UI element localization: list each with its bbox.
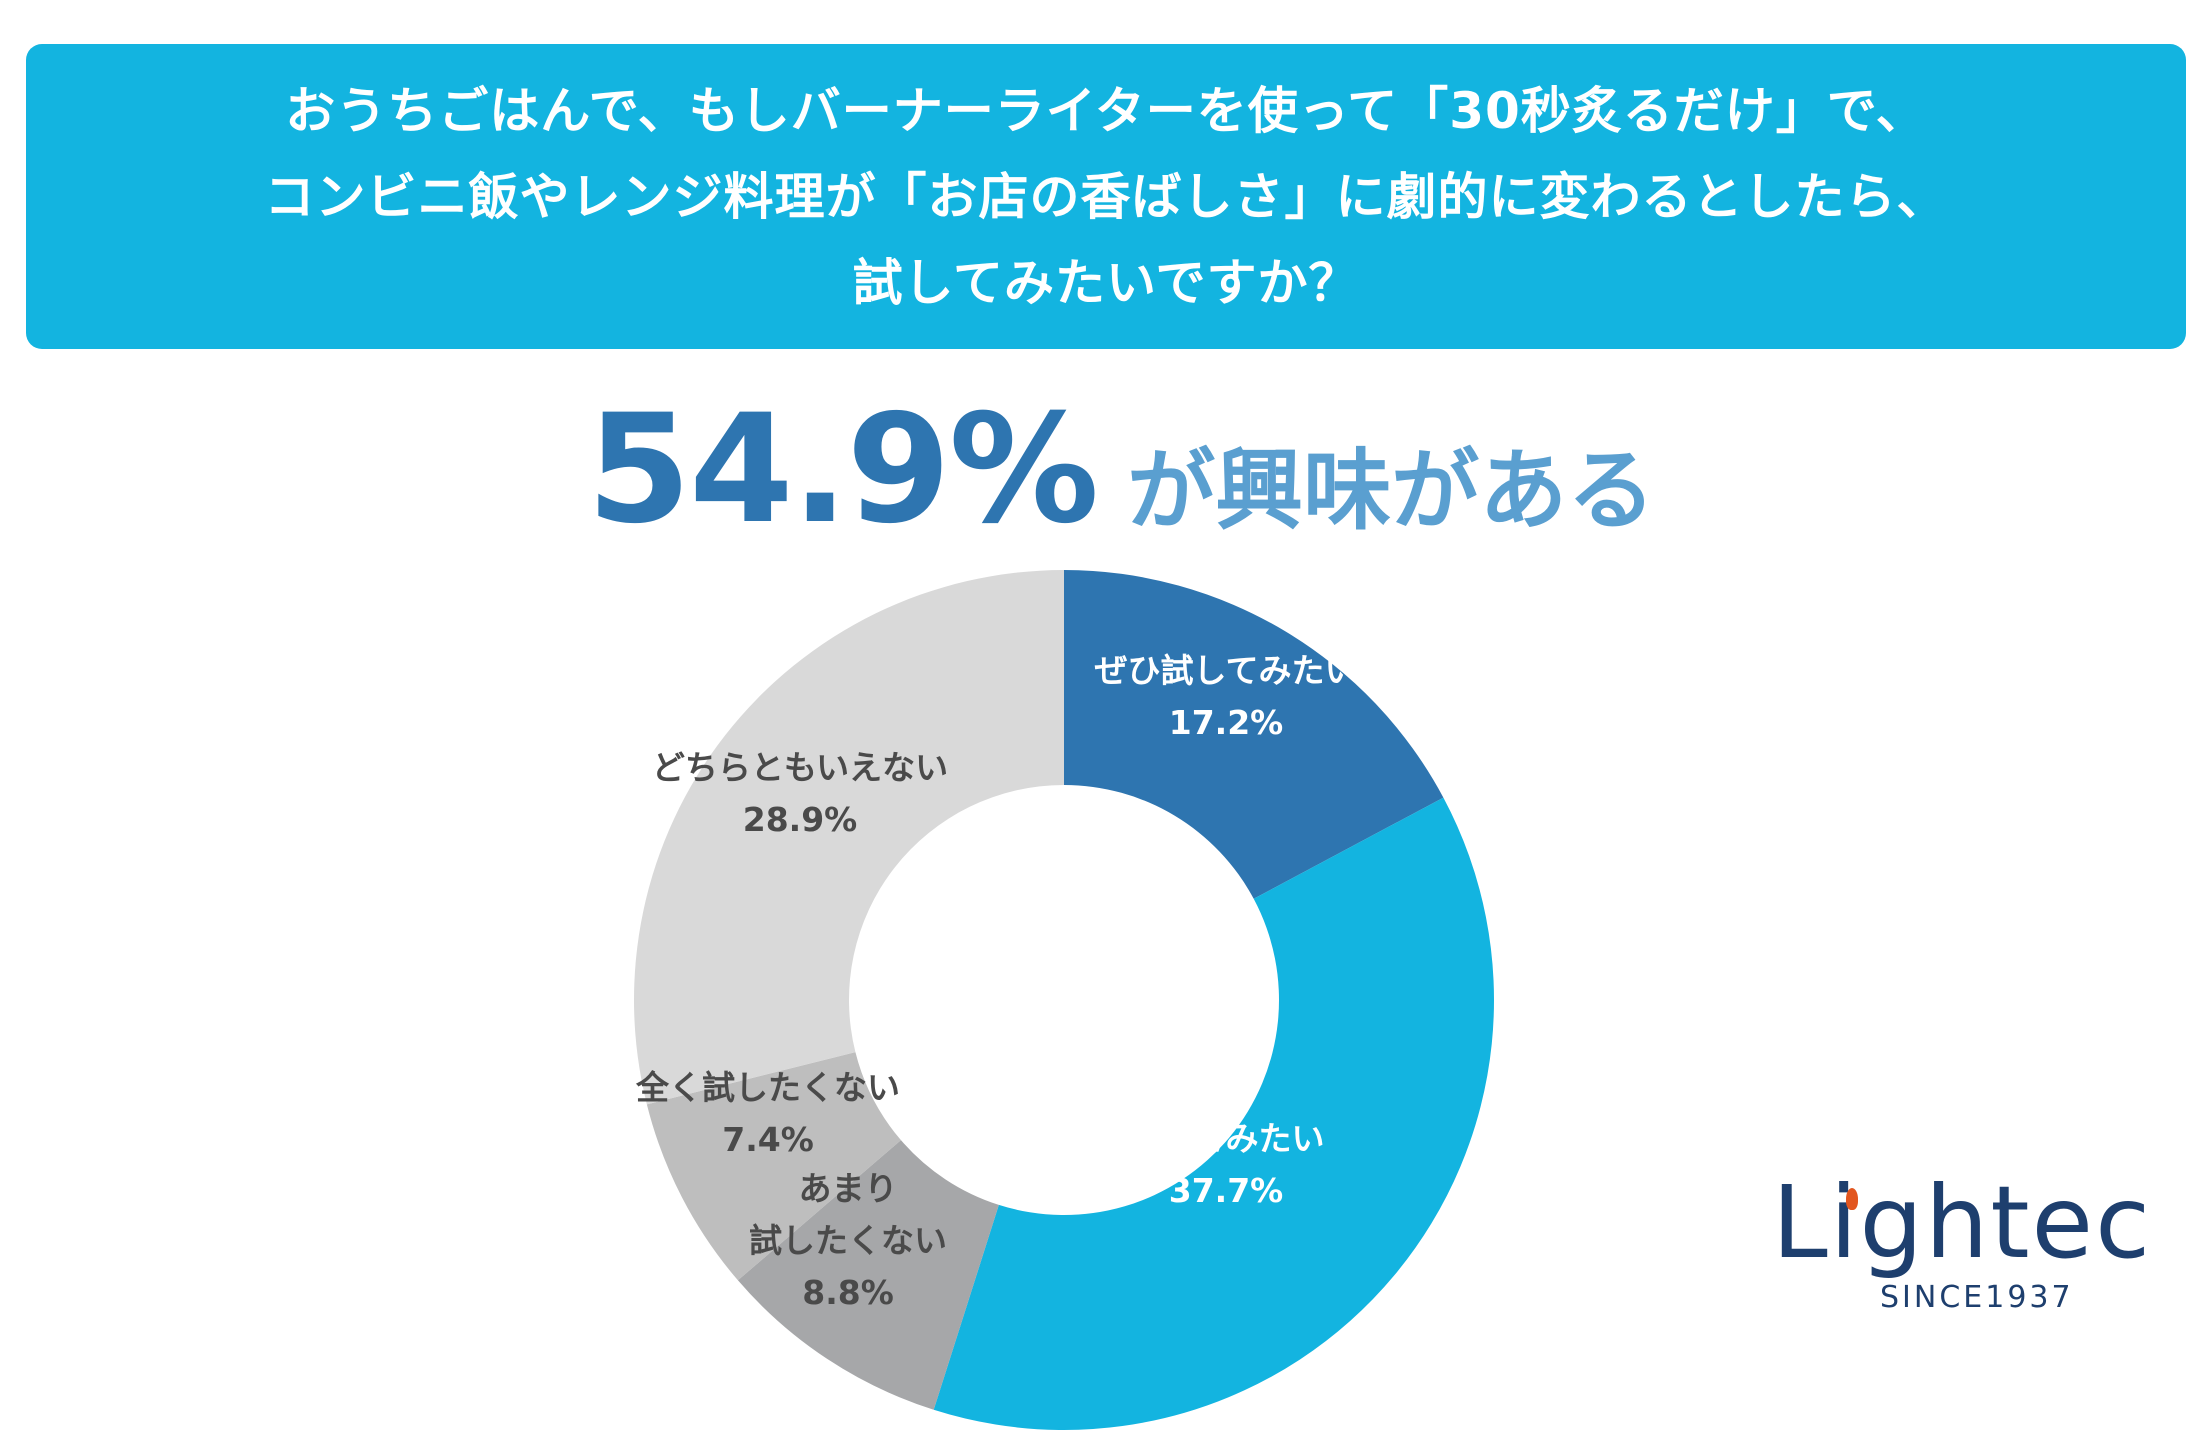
slice-category-label: あまり: [799, 1169, 898, 1208]
headline-percent: 54.9%: [586, 383, 1099, 557]
question-banner: おうちごはんで、もしバーナーライターを使って「30秒炙るだけ」で、 コンビニ飯や…: [26, 44, 2186, 349]
slice-label: ぜひ試してみたい 17.2%: [1094, 651, 1357, 742]
slice-value-label: 37.7%: [1169, 1171, 1284, 1210]
slice-value-label: 17.2%: [1169, 703, 1284, 742]
slice-value-label: 7.4%: [722, 1120, 814, 1159]
headline-suffix: が興味がある: [1127, 439, 1656, 542]
slice-category-label: 全く試したくない: [635, 1068, 900, 1107]
slice-label: どちらともいえない 28.9%: [652, 748, 948, 839]
headline: 54.9% が興味がある: [0, 395, 2212, 545]
donut-slice: [646, 1052, 901, 1281]
slice-label: 全く試したくない 7.4%: [635, 1068, 900, 1159]
question-line-3: 試してみたいですか？: [852, 253, 1360, 312]
slice-value-label: 8.8%: [802, 1273, 894, 1312]
donut-slice: [933, 797, 1494, 1431]
donut-slice: [1064, 570, 1444, 899]
slice-category-label: やや: [1193, 1067, 1259, 1106]
slice-category-label: 試してみたい: [1127, 1119, 1324, 1158]
donut-slice: [634, 570, 1064, 1105]
flame-icon: [1846, 1188, 1858, 1210]
slice-category-label: ぜひ試してみたい: [1094, 651, 1357, 690]
slice-value-label: 28.9%: [743, 800, 858, 839]
slice-category-label: どちらともいえない: [652, 748, 948, 787]
slice-label: やや試してみたい 37.7%: [1127, 1067, 1324, 1210]
donut-slice: [737, 1140, 999, 1410]
logo-wordmark: Lightec: [1772, 1164, 2153, 1281]
question-line-2: コンビニ飯やレンジ料理が「お店の香ばしさ」に劇的に変わるとしたら、: [264, 167, 1948, 226]
lightec-logo: Lightec SINCE1937: [1772, 1168, 2150, 1318]
logo-tagline: SINCE1937: [1880, 1280, 2074, 1315]
slice-label: あまり試したくない 8.8%: [749, 1169, 947, 1312]
question-line-1: おうちごはんで、もしバーナーライターを使って「30秒炙るだけ」で、: [285, 81, 1927, 140]
slice-category-label: 試したくない: [749, 1221, 947, 1260]
